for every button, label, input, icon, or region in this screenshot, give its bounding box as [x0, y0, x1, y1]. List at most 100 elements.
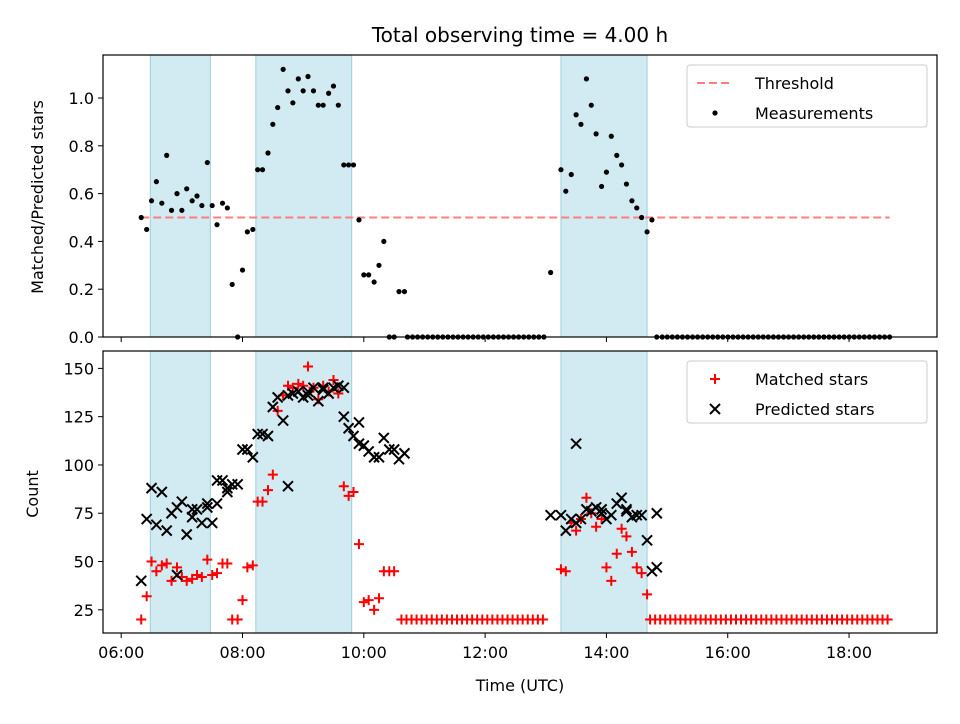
matched-star-marker — [389, 566, 400, 577]
legend: Threshold Measurements — [686, 64, 928, 128]
measurement-point — [376, 262, 382, 268]
predicted-star-marker — [398, 447, 411, 460]
matched-star-marker — [591, 521, 602, 532]
predicted-star-marker — [191, 503, 203, 516]
measurement-point — [315, 102, 321, 108]
matched-star-marker — [232, 614, 243, 625]
predicted-star-marker — [312, 395, 325, 407]
measurement-point — [623, 181, 630, 187]
predicted-star-marker — [631, 509, 643, 521]
predicted-star-marker — [368, 451, 380, 463]
predicted-star-marker — [271, 391, 284, 404]
x-tick-label: 06:00 — [98, 643, 144, 662]
predicted-star-marker — [150, 519, 163, 531]
matched-star-marker — [212, 568, 223, 579]
y-tick-label: 100 — [63, 456, 94, 475]
measurement-point — [209, 202, 215, 209]
y-tick-label: 0.0 — [69, 328, 94, 347]
measurement-point — [341, 162, 347, 168]
predicted-star-marker — [221, 486, 234, 498]
x-tick-label: 12:00 — [462, 643, 508, 662]
predicted-star-marker — [620, 503, 633, 516]
measurement-point — [204, 159, 210, 166]
matched-star-marker — [348, 487, 359, 497]
predicted-star-marker — [231, 478, 244, 490]
top-y-axis-label: Matched/Predicted stars — [28, 100, 47, 294]
matched-star-marker — [373, 593, 384, 604]
measurement-point — [144, 226, 150, 233]
measurement-point — [335, 102, 341, 108]
predicted-star-marker — [156, 486, 168, 498]
predicted-star-marker — [575, 513, 587, 525]
matched-star-marker — [196, 571, 207, 582]
x-tick-label: 10:00 — [341, 643, 387, 662]
x-tick-label: 14:00 — [583, 643, 629, 662]
measurement-point — [603, 169, 610, 175]
measurement-point — [578, 121, 584, 127]
predicted-star-marker — [342, 422, 355, 434]
predicted-star-marker — [282, 480, 294, 492]
x-axis-label: Time (UTC) — [475, 676, 564, 695]
legend-box — [686, 360, 928, 424]
matched-star-marker — [601, 562, 612, 573]
measurement-point — [563, 188, 569, 194]
predicted-star-marker — [211, 474, 223, 487]
matched-star-marker — [611, 548, 622, 559]
measurement-point — [361, 272, 367, 278]
measurement-point — [598, 183, 605, 190]
measurement-point — [229, 281, 235, 288]
predicted-star-marker — [206, 517, 218, 529]
chart-title: Total observing time = 4.00 h — [371, 23, 668, 47]
matched-star-marker — [161, 558, 172, 569]
predicted-star-marker — [595, 503, 608, 516]
matched-star-marker — [141, 591, 152, 602]
measurement-point — [558, 167, 564, 173]
predicted-star-marker — [251, 428, 264, 440]
matched-star-marker — [237, 595, 248, 606]
matched-star-marker — [136, 614, 147, 625]
matched-star-marker — [358, 597, 369, 608]
matched-star-marker — [298, 380, 309, 391]
matched-star-marker — [293, 378, 304, 389]
predicted-star-marker — [201, 501, 214, 514]
measurement-point — [614, 152, 620, 158]
measurement-point — [153, 179, 159, 185]
measurement-point — [164, 152, 170, 158]
predicted-star-marker — [378, 432, 390, 444]
matched-star-marker — [537, 614, 548, 625]
matched-star-marker — [363, 595, 374, 606]
y-tick-label: 1.0 — [69, 89, 94, 108]
predicted-star-marker — [277, 414, 289, 427]
measurement-point — [199, 202, 205, 209]
measurement-point — [224, 205, 230, 211]
matched-star-marker — [560, 566, 571, 577]
predicted-star-marker — [180, 528, 193, 541]
predicted-star-marker — [247, 451, 259, 463]
predicted-star-marker — [140, 513, 153, 525]
measurement-point — [634, 205, 640, 211]
legend-predicted-swatch — [709, 403, 721, 415]
measurement-point — [250, 226, 256, 233]
predicted-star-marker — [615, 492, 628, 504]
measurement-point — [366, 272, 372, 278]
measurement-point — [573, 112, 579, 118]
bottom-panel: 25 50 75 100 125 150 06:00 08:00 10:00 12:00 14:00… — [63, 350, 938, 662]
predicted-star-marker — [186, 503, 198, 516]
y-tick-label: 0.8 — [69, 137, 94, 156]
shaded-interval — [149, 54, 211, 338]
measurement-point — [255, 167, 261, 173]
predicted-star-marker — [641, 534, 653, 546]
measurement-point — [239, 267, 246, 273]
predicted-star-marker — [338, 381, 350, 394]
measurement-point — [305, 73, 311, 80]
y-tick-label: 25 — [74, 601, 94, 620]
predicted-star-marker — [605, 509, 617, 521]
measurement-point — [548, 269, 554, 276]
legend-measurement-swatch — [712, 110, 718, 116]
y-tick-label: 125 — [63, 408, 94, 427]
legend-label: Matched stars — [755, 370, 868, 389]
predicted-star-marker — [373, 451, 385, 463]
predicted-star-marker — [317, 383, 329, 396]
matched-star-marker — [555, 564, 566, 575]
measurement-point — [159, 200, 165, 206]
